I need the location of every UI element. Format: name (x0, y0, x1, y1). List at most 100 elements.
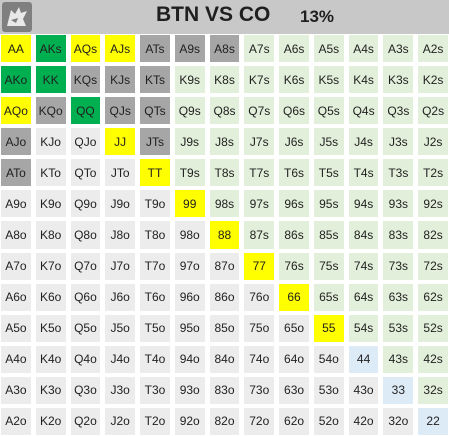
hand-cell[interactable]: 62o (279, 407, 309, 435)
hand-cell[interactable]: 99 (174, 190, 205, 218)
hand-cell[interactable]: T8o (140, 221, 170, 249)
hand-cell[interactable]: A3o (1, 376, 31, 404)
hand-cell[interactable]: T2s (418, 159, 448, 187)
hand-cell[interactable]: 42s (418, 345, 448, 373)
hand-cell[interactable]: J3o (105, 376, 136, 404)
hand-cell[interactable]: T5s (313, 159, 344, 187)
hand-cell[interactable]: 66 (279, 283, 309, 311)
hand-cell[interactable]: 98s (209, 190, 240, 218)
hand-cell[interactable]: 65s (313, 283, 344, 311)
hand-cell[interactable]: A3s (383, 35, 414, 63)
hand-cell[interactable]: Q5s (313, 97, 344, 125)
hand-cell[interactable]: JTs (140, 128, 170, 156)
hand-cell[interactable]: 87s (244, 221, 275, 249)
hand-cell[interactable]: 94s (348, 190, 379, 218)
hand-cell[interactable]: 94o (174, 345, 205, 373)
hand-cell[interactable]: J4o (105, 345, 136, 373)
hand-cell[interactable]: J5s (313, 128, 344, 156)
hand-cell[interactable]: KQo (35, 97, 66, 125)
hand-cell[interactable]: AA (1, 35, 31, 63)
hand-cell[interactable]: J7s (244, 128, 275, 156)
hand-cell[interactable]: 92s (418, 190, 448, 218)
hand-cell[interactable]: Q4s (348, 97, 379, 125)
hand-cell[interactable]: AQo (1, 97, 31, 125)
hand-cell[interactable]: K2s (418, 66, 448, 94)
hand-cell[interactable]: ATo (1, 159, 31, 187)
hand-cell[interactable]: 42o (348, 407, 379, 435)
hand-cell[interactable]: K4o (35, 345, 66, 373)
hand-cell[interactable]: J4s (348, 128, 379, 156)
hand-cell[interactable]: 54o (313, 345, 344, 373)
hand-cell[interactable]: J9o (105, 190, 136, 218)
hand-cell[interactable]: J2o (105, 407, 136, 435)
hand-cell[interactable]: K4s (348, 66, 379, 94)
hand-cell[interactable]: Q9o (70, 190, 101, 218)
hand-cell[interactable]: 95s (313, 190, 344, 218)
hand-cell[interactable]: K8o (35, 221, 66, 249)
hand-cell[interactable]: 86s (279, 221, 309, 249)
hand-cell[interactable]: K9s (174, 66, 205, 94)
hand-cell[interactable]: K8s (209, 66, 240, 94)
hand-cell[interactable]: 72s (418, 252, 448, 280)
hand-cell[interactable]: Q3o (70, 376, 101, 404)
hand-cell[interactable]: 83s (383, 221, 414, 249)
hand-cell[interactable]: KJo (35, 128, 66, 156)
hand-cell[interactable]: QTs (140, 97, 170, 125)
hand-cell[interactable]: K6s (279, 66, 309, 94)
hand-cell[interactable]: TT (140, 159, 170, 187)
hand-cell[interactable]: Q2o (70, 407, 101, 435)
hand-cell[interactable]: QJs (105, 97, 136, 125)
hand-cell[interactable]: Q8o (70, 221, 101, 249)
hand-cell[interactable]: J7o (105, 252, 136, 280)
hand-cell[interactable]: KJs (105, 66, 136, 94)
hand-cell[interactable]: 97o (174, 252, 205, 280)
hand-cell[interactable]: 54s (348, 314, 379, 342)
hand-cell[interactable]: A9s (174, 35, 205, 63)
hand-cell[interactable]: Q6o (70, 283, 101, 311)
hand-cell[interactable]: K5o (35, 314, 66, 342)
hand-cell[interactable]: AKs (35, 35, 66, 63)
hand-cell[interactable]: 82s (418, 221, 448, 249)
hand-cell[interactable]: QTo (70, 159, 101, 187)
hand-cell[interactable]: Q8s (209, 97, 240, 125)
hand-cell[interactable]: Q5o (70, 314, 101, 342)
hand-cell[interactable]: T4o (140, 345, 170, 373)
hand-cell[interactable]: T8s (209, 159, 240, 187)
hand-cell[interactable]: 98o (174, 221, 205, 249)
hand-cell[interactable]: 97s (244, 190, 275, 218)
hand-cell[interactable]: T7o (140, 252, 170, 280)
hand-cell[interactable]: 53o (313, 376, 344, 404)
hand-cell[interactable]: T5o (140, 314, 170, 342)
hand-cell[interactable]: 75o (244, 314, 275, 342)
hand-cell[interactable]: 84o (209, 345, 240, 373)
hand-cell[interactable]: 43s (383, 345, 414, 373)
hand-cell[interactable]: Q9s (174, 97, 205, 125)
hand-cell[interactable]: 73o (244, 376, 275, 404)
hand-cell[interactable]: T6o (140, 283, 170, 311)
hand-cell[interactable]: 86o (209, 283, 240, 311)
hand-cell[interactable]: 96s (279, 190, 309, 218)
hand-cell[interactable]: 76s (279, 252, 309, 280)
hand-cell[interactable]: 53s (383, 314, 414, 342)
hand-cell[interactable]: T7s (244, 159, 275, 187)
hand-cell[interactable]: 75s (313, 252, 344, 280)
hand-cell[interactable]: 93s (383, 190, 414, 218)
hand-cell[interactable]: 85s (313, 221, 344, 249)
hand-cell[interactable]: A6s (279, 35, 309, 63)
hand-cell[interactable]: 32s (418, 376, 448, 404)
hand-cell[interactable]: A6o (1, 283, 31, 311)
hand-cell[interactable]: 64s (348, 283, 379, 311)
hand-cell[interactable]: A5o (1, 314, 31, 342)
hand-cell[interactable]: JJ (105, 128, 136, 156)
hand-cell[interactable]: ATs (140, 35, 170, 63)
hand-cell[interactable]: A4o (1, 345, 31, 373)
hand-cell[interactable]: K9o (35, 190, 66, 218)
hand-cell[interactable]: AKo (1, 66, 31, 94)
hand-cell[interactable]: 64o (279, 345, 309, 373)
hand-cell[interactable]: QJo (70, 128, 101, 156)
hand-cell[interactable]: 95o (174, 314, 205, 342)
hand-cell[interactable]: K3o (35, 376, 66, 404)
hand-cell[interactable]: A7o (1, 252, 31, 280)
hand-cell[interactable]: K3s (383, 66, 414, 94)
hand-cell[interactable]: K5s (313, 66, 344, 94)
